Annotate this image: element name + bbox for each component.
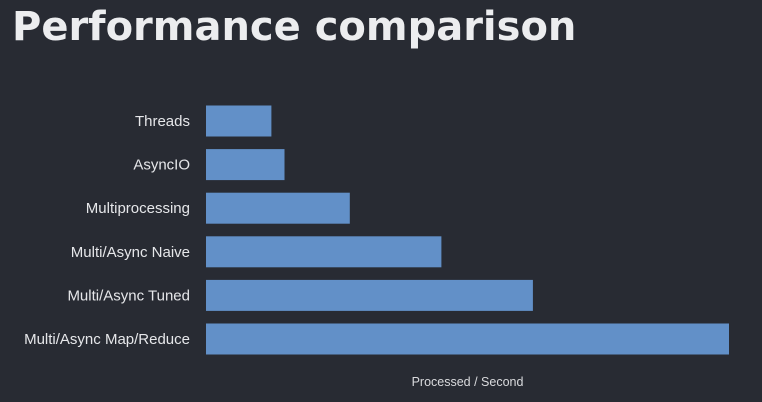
- x-axis-label: Processed / Second: [412, 375, 524, 389]
- category-labels: Threads AsyncIO Multiprocessing Multi/Async…: [24, 113, 190, 348]
- page-title: Performance comparison: [12, 4, 577, 50]
- bar-0: [206, 105, 272, 137]
- category-label-1: AsyncIO: [133, 157, 190, 174]
- bar-2: [206, 192, 350, 224]
- category-label-5: Multi/Async Map/Reduce: [24, 331, 190, 348]
- bar-4: [206, 279, 533, 311]
- category-label-3: Multi/Async Naive: [71, 244, 190, 261]
- category-label-0: Threads: [135, 113, 190, 130]
- bars-layer: [206, 105, 729, 355]
- bar-3: [206, 236, 442, 268]
- category-label-2: Multiprocessing: [86, 200, 190, 217]
- bar-5: [206, 323, 729, 355]
- category-label-4: Multi/Async Tuned: [67, 287, 190, 304]
- bar-1: [206, 149, 285, 181]
